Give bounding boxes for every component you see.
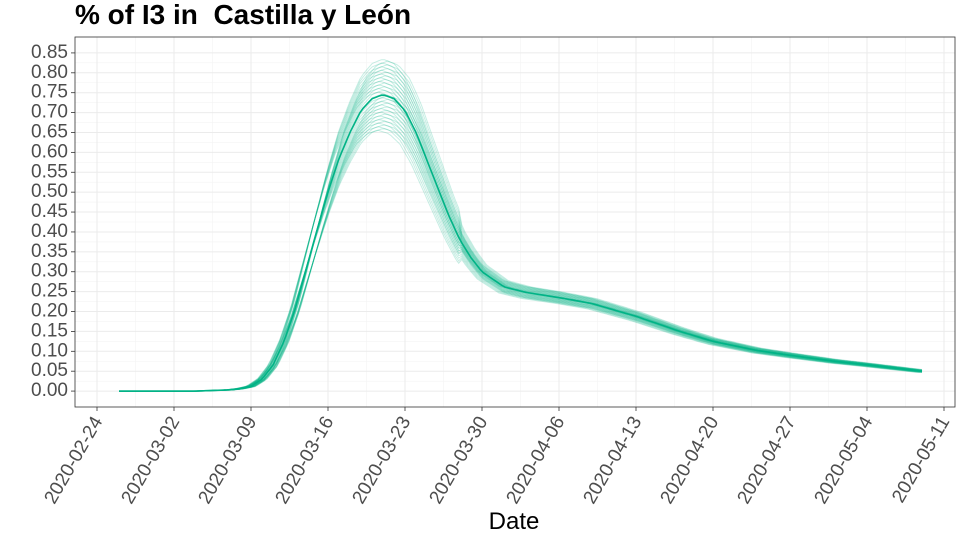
ensemble-line xyxy=(119,120,923,392)
chart-title: % of I3 in Castilla y León xyxy=(75,0,412,30)
ensemble-line xyxy=(119,126,922,392)
y-tick-label: 0.25 xyxy=(31,281,68,302)
x-tick-label: 2020-04-20 xyxy=(657,413,724,508)
x-tick-label: 2020-03-02 xyxy=(118,413,185,508)
y-axis-ticks: 0.000.050.100.150.200.250.300.350.400.45… xyxy=(31,42,75,401)
grid-minor xyxy=(75,37,955,407)
grid-major xyxy=(75,37,955,407)
ensemble-line xyxy=(119,113,923,392)
ensemble-line xyxy=(119,73,923,392)
ensemble-line xyxy=(119,115,922,392)
ensemble-line xyxy=(119,119,922,392)
ensemble-line xyxy=(119,69,923,392)
y-tick-label: 0.10 xyxy=(31,340,68,361)
y-tick-label: 0.30 xyxy=(31,261,68,282)
y-tick-label: 0.55 xyxy=(31,161,68,182)
x-axis-ticks: 2020-02-24 2020-03-02 2020-03-09 2020-03-16… xyxy=(41,407,954,508)
mean-line xyxy=(119,94,923,392)
ensemble-line xyxy=(119,60,923,392)
ensemble-line xyxy=(119,117,923,392)
x-axis-title: Date xyxy=(489,508,540,535)
x-tick-label: 2020-04-13 xyxy=(580,413,647,508)
ensemble-line xyxy=(119,122,922,392)
y-tick-label: 0.00 xyxy=(31,380,68,401)
y-tick-label: 0.85 xyxy=(31,42,68,63)
ensemble-line xyxy=(119,62,923,392)
y-tick-label: 0.45 xyxy=(31,201,68,222)
y-tick-label: 0.05 xyxy=(31,360,68,381)
ensemble-line xyxy=(119,66,923,392)
ensemble-line xyxy=(119,68,923,392)
ensemble-line xyxy=(119,64,923,392)
y-tick-label: 0.65 xyxy=(31,121,68,142)
ensemble-line xyxy=(119,129,922,392)
x-tick-label: 2020-05-11 xyxy=(888,413,954,506)
x-tick-label: 2020-03-16 xyxy=(272,413,339,508)
plot-panel-border xyxy=(74,36,956,408)
x-tick-label: 2020-03-09 xyxy=(195,413,262,508)
x-tick-label: 2020-02-24 xyxy=(41,413,108,508)
x-tick-label: 2020-05-04 xyxy=(811,413,878,508)
ensemble-line xyxy=(119,124,923,392)
y-tick-label: 0.15 xyxy=(31,320,68,341)
x-tick-label: 2020-04-27 xyxy=(734,413,801,508)
x-tick-label: 2020-04-06 xyxy=(503,413,570,508)
ensemble-line xyxy=(119,111,923,392)
y-tick-label: 0.20 xyxy=(31,301,68,322)
y-tick-label: 0.50 xyxy=(31,181,68,202)
y-tick-label: 0.75 xyxy=(31,82,68,103)
x-tick-label: 2020-03-30 xyxy=(426,413,493,508)
mean-series-line xyxy=(119,94,923,392)
y-tick-label: 0.35 xyxy=(31,241,68,262)
ensemble-line xyxy=(119,72,923,392)
x-tick-label: 2020-03-23 xyxy=(349,413,416,508)
y-tick-label: 0.70 xyxy=(31,102,68,123)
y-tick-label: 0.80 xyxy=(31,62,68,83)
y-tick-label: 0.60 xyxy=(31,141,68,162)
y-tick-label: 0.40 xyxy=(31,221,68,242)
